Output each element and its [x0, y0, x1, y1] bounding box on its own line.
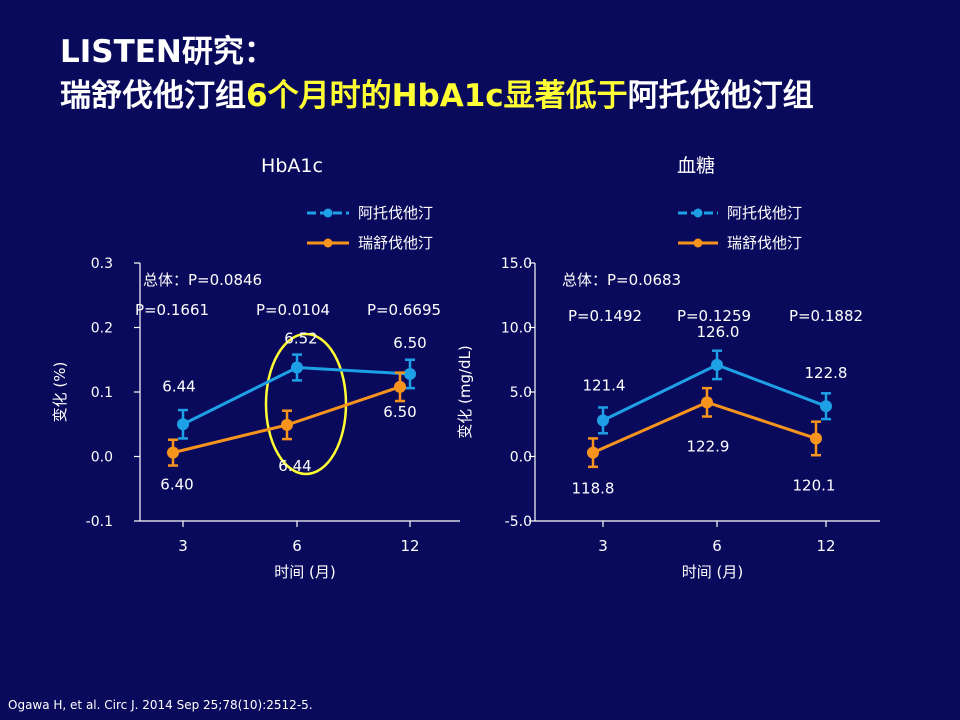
- title-line-2-highlight: 6个月时的HbA1c显著低于: [246, 78, 628, 114]
- data-point: [701, 396, 713, 409]
- data-point: [587, 446, 599, 459]
- x-axis-label: 时间 (月): [682, 563, 743, 581]
- y-tick-label: -0.1: [86, 514, 113, 530]
- x-tick-label: 12: [400, 537, 419, 555]
- p-value: P=0.1882: [789, 307, 863, 325]
- y-tick-label: 0.1: [91, 385, 113, 401]
- x-tick-label: 6: [292, 537, 302, 555]
- y-tick-label: 15.0: [501, 256, 532, 272]
- data-label: 126.0: [697, 323, 740, 341]
- data-point: [394, 380, 406, 393]
- x-tick-label: 3: [598, 537, 608, 555]
- y-tick-label: 0.0: [510, 450, 532, 466]
- data-point: [281, 418, 293, 431]
- legend-label: 阿托伐他汀: [727, 204, 802, 222]
- legend-marker: [693, 208, 703, 218]
- highlight-ellipse: [264, 332, 348, 476]
- data-label: 6.50: [383, 403, 416, 421]
- chart-2: 血糖 -5.0 0.0 5.0 10.0 15.0 3 6 12 时间 (月) 变化 (mg/dL)…: [456, 155, 880, 581]
- p-value: P=0.6695: [367, 301, 441, 319]
- title-line-2: 瑞舒伐他汀组6个月时的HbA1c显著低于阿托伐他汀组: [60, 74, 814, 118]
- x-axis-label: 时间 (月): [274, 563, 335, 581]
- data-label: 121.4: [583, 376, 626, 394]
- data-point: [167, 446, 179, 459]
- title-line-2-part-2: 阿托伐他汀组: [627, 78, 814, 114]
- x-tick-label: 6: [712, 537, 722, 555]
- p-value: P=0.1259: [677, 307, 751, 325]
- y-axis-label: 变化 (%): [51, 362, 69, 423]
- data-point: [711, 358, 723, 371]
- citation: Ogawa H, et al. Circ J. 2014 Sep 25;78(1…: [8, 698, 313, 712]
- overall-p-value: 总体：P=0.0683: [562, 271, 681, 289]
- y-tick-label: 5.0: [510, 385, 532, 401]
- y-tick-label: -5.0: [505, 514, 532, 530]
- data-label: 118.8: [572, 480, 615, 498]
- data-point: [291, 361, 303, 374]
- title-line-1: LISTEN研究：: [60, 34, 275, 70]
- overall-p-value: 总体：P=0.0846: [143, 271, 262, 289]
- series-line: [602, 363, 827, 422]
- legend-label: 瑞舒伐他汀: [358, 234, 433, 252]
- data-label: 122.9: [687, 437, 730, 455]
- y-tick-label: 0.3: [91, 256, 113, 272]
- data-label: 6.44: [162, 377, 195, 395]
- data-point: [404, 367, 416, 380]
- p-value: P=0.1492: [568, 307, 642, 325]
- data-label: 6.50: [393, 334, 426, 352]
- x-tick-label: 3: [178, 537, 188, 555]
- data-point: [177, 418, 189, 431]
- y-axis-label: 变化 (mg/dL): [456, 345, 474, 439]
- data-point: [597, 414, 609, 427]
- data-label: 6.44: [278, 457, 311, 475]
- legend-marker: [323, 208, 333, 218]
- legend-marker: [693, 238, 703, 248]
- legend-label: 瑞舒伐他汀: [727, 234, 802, 252]
- y-tick-label: 0.0: [91, 450, 113, 466]
- data-label: 122.8: [805, 364, 848, 382]
- y-tick-label: 10.0: [501, 321, 532, 337]
- p-value: P=0.1661: [135, 301, 209, 319]
- data-point: [820, 400, 832, 413]
- x-tick-label: 12: [816, 537, 835, 555]
- data-label: 120.1: [793, 476, 836, 494]
- data-label: 6.40: [160, 476, 193, 494]
- chart-1: HbA1c -0.1 0.0 0.1 0.2 0.3 3 6 12 时间 (月) 变化 (%) 总体：…: [51, 155, 460, 581]
- chart-title: 血糖: [677, 155, 715, 177]
- data-label: 6.52: [284, 329, 317, 347]
- chart-title: HbA1c: [261, 155, 323, 177]
- data-point: [810, 432, 822, 445]
- legend-marker: [323, 238, 333, 248]
- p-value: P=0.0104: [256, 301, 330, 319]
- title-line-2-part-1: 瑞舒伐他汀组: [60, 78, 246, 114]
- y-tick-label: 0.2: [91, 321, 113, 337]
- legend-label: 阿托伐他汀: [358, 204, 433, 222]
- slide-title: LISTEN研究： 瑞舒伐他汀组6个月时的HbA1c显著低于阿托伐他汀组: [60, 30, 814, 118]
